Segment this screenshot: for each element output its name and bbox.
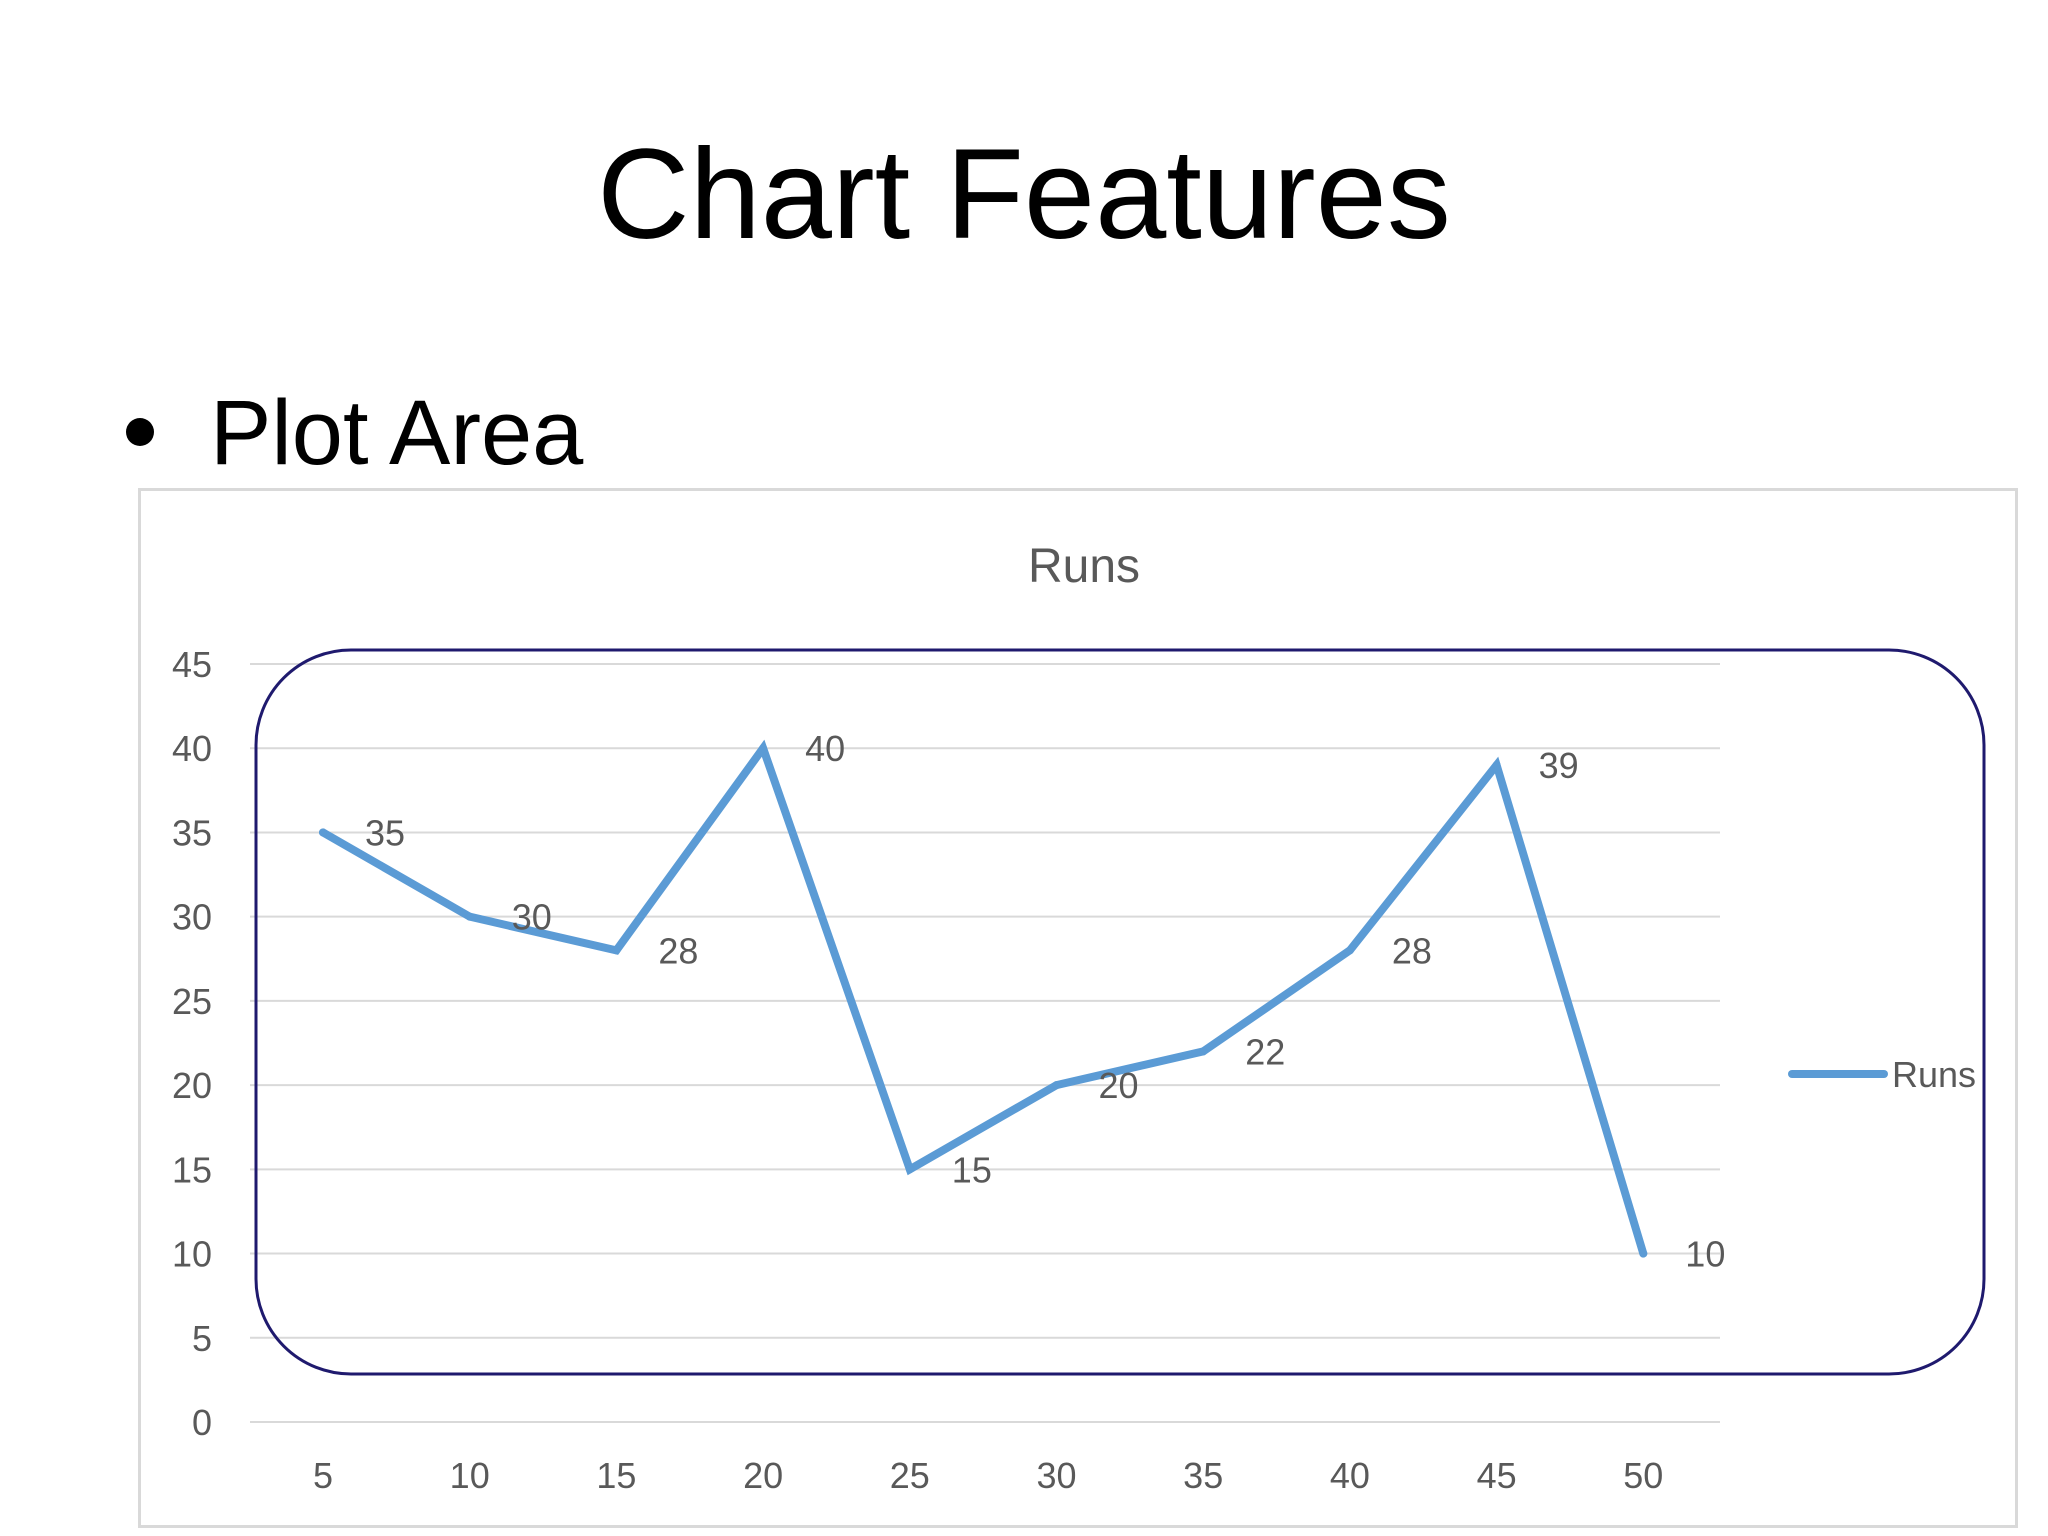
series-layer — [319, 739, 1648, 1258]
y-tick-label: 20 — [172, 1065, 212, 1106]
x-tick-label: 15 — [596, 1455, 636, 1496]
data-label: 35 — [365, 812, 405, 853]
x-tick-label: 45 — [1477, 1455, 1517, 1496]
gridlines — [250, 663, 1720, 1423]
legend-label-runs: Runs — [1892, 1054, 1976, 1095]
data-point — [1052, 1081, 1061, 1090]
slide-title: Chart Features — [597, 123, 1451, 266]
data-label: 10 — [1685, 1234, 1725, 1275]
data-labels: 35 30 28 40 15 20 22 28 39 10 — [365, 728, 1725, 1274]
legend: Runs — [1788, 1054, 1976, 1095]
x-tick-label: 50 — [1623, 1455, 1663, 1496]
x-tick-label: 20 — [743, 1455, 783, 1496]
data-point — [319, 828, 327, 837]
data-point — [465, 912, 474, 921]
x-tick-label: 10 — [450, 1455, 490, 1496]
chart-frame — [138, 488, 2018, 1528]
data-label: 28 — [1392, 930, 1432, 971]
x-tick-label: 5 — [313, 1455, 333, 1496]
data-point — [1199, 1047, 1208, 1056]
data-point — [905, 1165, 914, 1174]
data-point — [612, 946, 621, 955]
bullet-dot-icon — [126, 417, 154, 446]
x-tick-label: 25 — [890, 1455, 930, 1496]
data-label: 15 — [952, 1149, 992, 1190]
y-tick-label: 40 — [172, 728, 212, 769]
chart-title: Runs — [1028, 540, 1140, 593]
y-tick-label: 35 — [172, 812, 212, 853]
data-label: 20 — [1099, 1065, 1139, 1106]
data-point — [1639, 1249, 1648, 1258]
x-tick-label: 30 — [1036, 1455, 1076, 1496]
y-tick-label: 5 — [192, 1318, 212, 1359]
plot-area-outline — [254, 648, 1986, 1376]
y-axis-ticks: 0 5 10 15 20 25 30 35 40 45 — [172, 644, 212, 1443]
x-axis-ticks: 5 10 15 20 25 30 35 40 45 50 — [313, 1455, 1663, 1496]
data-point — [1345, 946, 1354, 955]
data-label: 40 — [805, 728, 845, 769]
y-tick-label: 10 — [172, 1234, 212, 1275]
x-tick-label: 35 — [1183, 1455, 1223, 1496]
data-point — [759, 744, 768, 753]
data-point — [1492, 761, 1501, 770]
y-tick-label: 25 — [172, 981, 212, 1022]
x-tick-label: 40 — [1330, 1455, 1370, 1496]
y-tick-label: 15 — [172, 1149, 212, 1190]
bullet-text: Plot Area — [210, 382, 584, 484]
y-tick-label: 30 — [172, 897, 212, 938]
data-label: 22 — [1245, 1031, 1285, 1072]
series-line-runs — [319, 739, 1648, 1258]
data-label: 28 — [658, 930, 698, 971]
y-tick-label: 0 — [192, 1402, 212, 1443]
data-label: 39 — [1539, 745, 1579, 786]
y-tick-label: 45 — [172, 644, 212, 685]
bullet-item: Plot Area — [126, 378, 583, 488]
data-label: 30 — [512, 897, 552, 938]
